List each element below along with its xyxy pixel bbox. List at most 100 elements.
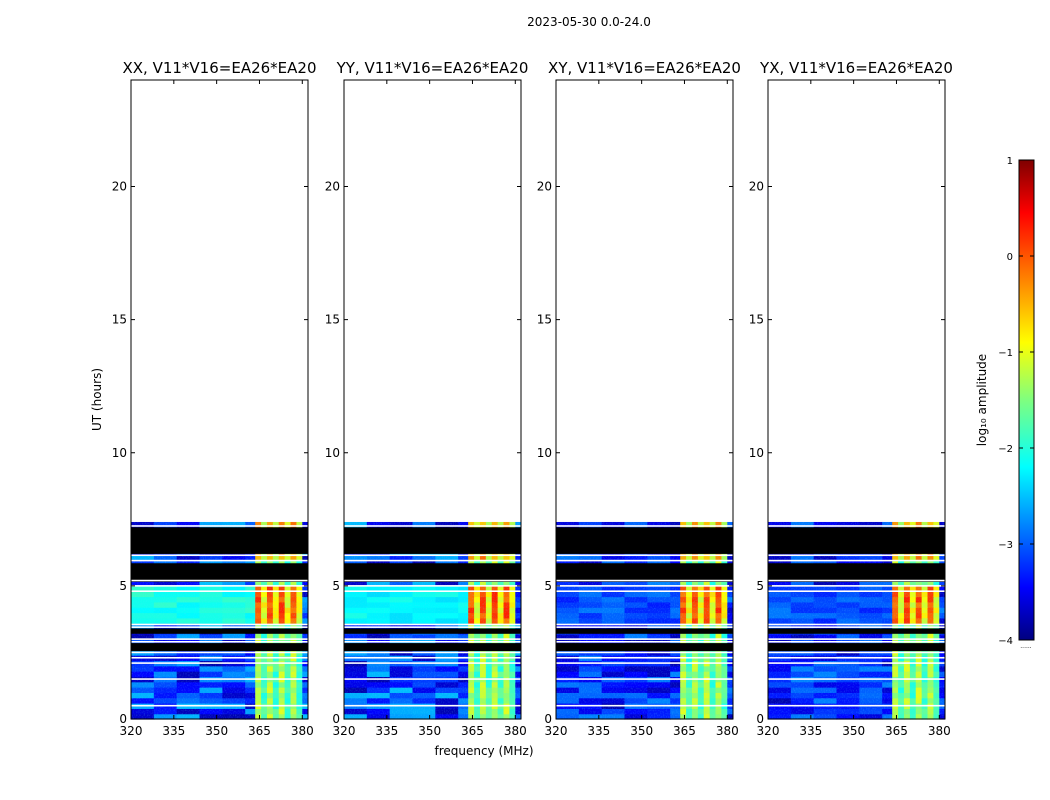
flagged-block — [556, 643, 733, 652]
gap-line — [344, 623, 521, 626]
gap-line — [344, 579, 521, 582]
flagged-block — [344, 527, 521, 554]
gap-line — [344, 559, 521, 562]
y-tick-label: 15 — [325, 313, 340, 327]
panel-title: XY, V11*V16=EA26*EA20 — [548, 59, 741, 77]
flagged-block — [556, 527, 733, 554]
gap-line — [556, 525, 733, 527]
x-tick-label: 350 — [205, 724, 228, 738]
colorbar-tick-label: −3 — [998, 540, 1013, 551]
x-tick-label: 365 — [885, 724, 908, 738]
gap-line — [556, 554, 733, 557]
gap-line — [556, 656, 733, 659]
gap-line — [556, 640, 733, 643]
colorbar-footnote: ...... — [1020, 643, 1032, 650]
y-tick-label: 5 — [332, 579, 340, 593]
gap-line — [131, 525, 308, 527]
gap-line — [344, 678, 521, 680]
colorbar-ticks: 1 0 −1 −2 −3 −4 — [998, 156, 1034, 647]
x-tick-label: 380 — [291, 724, 314, 738]
flagged-block — [344, 628, 521, 634]
panels: XX, V11*V16=EA26*EA20 0 5 10 15 20 320 335 350 36… — [90, 59, 953, 738]
y-tick-label: 0 — [544, 712, 552, 726]
colorbar: 1 0 −1 −2 −3 −4 log₁₀ amplitude ...... — [975, 156, 1035, 650]
colorbar-tick-label: −1 — [998, 348, 1013, 359]
gap-line — [131, 579, 308, 582]
gap-line — [768, 638, 945, 640]
gap-line — [768, 640, 945, 643]
gap-line — [131, 554, 308, 557]
gap-line — [131, 623, 308, 626]
gap-line — [344, 662, 521, 664]
colorbar-tick-label: 1 — [1007, 156, 1013, 167]
gap-line — [131, 704, 308, 707]
x-tick-label: 335 — [375, 724, 398, 738]
gap-line — [556, 704, 733, 707]
gap-line — [556, 559, 733, 562]
flagged-block — [768, 527, 945, 554]
colorbar-scale — [1018, 159, 1035, 641]
x-tick-label: 335 — [587, 724, 610, 738]
heatmap-xy — [556, 521, 733, 720]
shared-x-axis-label: frequency (MHz) — [434, 744, 533, 758]
panel-yx: YX, V11*V16=EA26*EA20 0 5 10 15 20 320 335 350 36… — [749, 59, 953, 738]
gap-line — [344, 554, 521, 557]
gap-line — [131, 585, 308, 587]
y-tick-label: 5 — [119, 579, 127, 593]
y-tick-label: 10 — [749, 446, 764, 460]
heatmap-yx — [768, 521, 945, 720]
y-tick-label: 10 — [325, 446, 340, 460]
y-tick-label: 15 — [537, 313, 552, 327]
x-tick-label: 380 — [504, 724, 527, 738]
flagged-block — [131, 628, 308, 634]
x-tick-label: 380 — [716, 724, 739, 738]
y-tick-label: 0 — [756, 712, 764, 726]
y-tick-label: 0 — [332, 712, 340, 726]
y-tick-label: 5 — [756, 579, 764, 593]
heatmap-yy — [344, 521, 521, 720]
gap-line — [344, 656, 521, 659]
panel-title: XX, V11*V16=EA26*EA20 — [122, 59, 316, 77]
panel-yy: YY, V11*V16=EA26*EA20 0 5 10 15 20 320 335 350 36… — [325, 59, 529, 738]
x-tick-label: 320 — [757, 724, 780, 738]
gap-line — [556, 651, 733, 654]
flagged-block — [768, 628, 945, 634]
flagged-block — [768, 563, 945, 582]
y-tick-label: 10 — [112, 446, 127, 460]
gap-line — [556, 626, 733, 628]
gap-line — [768, 590, 945, 592]
plot-frame — [343, 79, 522, 720]
gap-line — [131, 638, 308, 640]
panel-xy: XY, V11*V16=EA26*EA20 0 5 10 15 20 320 335 350 36… — [537, 59, 741, 738]
flagged-block — [556, 628, 733, 634]
gap-line — [131, 656, 308, 659]
gap-line — [556, 590, 733, 592]
plot-frame — [130, 79, 309, 720]
x-tick-label: 320 — [120, 724, 143, 738]
gap-line — [131, 651, 308, 654]
x-tick-label: 320 — [333, 724, 356, 738]
gap-line — [768, 579, 945, 582]
figure-suptitle: 2023-05-30 0.0-24.0 — [527, 15, 651, 29]
gap-line — [131, 640, 308, 643]
gap-line — [344, 638, 521, 640]
flagged-block — [344, 643, 521, 652]
y-tick-label: 20 — [537, 180, 552, 194]
panel-xx: XX, V11*V16=EA26*EA20 0 5 10 15 20 320 335 350 36… — [90, 59, 317, 738]
colorbar-label: log₁₀ amplitude — [975, 354, 989, 446]
gap-line — [556, 678, 733, 680]
gap-line — [131, 626, 308, 628]
gap-line — [131, 678, 308, 680]
gap-line — [768, 704, 945, 707]
y-tick-label: 15 — [749, 313, 764, 327]
flagged-block — [131, 643, 308, 652]
plot-frame — [555, 79, 734, 720]
heatmap-xx — [131, 521, 308, 720]
gap-line — [768, 651, 945, 654]
gap-line — [131, 590, 308, 592]
gap-line — [768, 559, 945, 562]
gap-line — [768, 585, 945, 587]
gap-line — [768, 626, 945, 628]
gap-line — [768, 623, 945, 626]
